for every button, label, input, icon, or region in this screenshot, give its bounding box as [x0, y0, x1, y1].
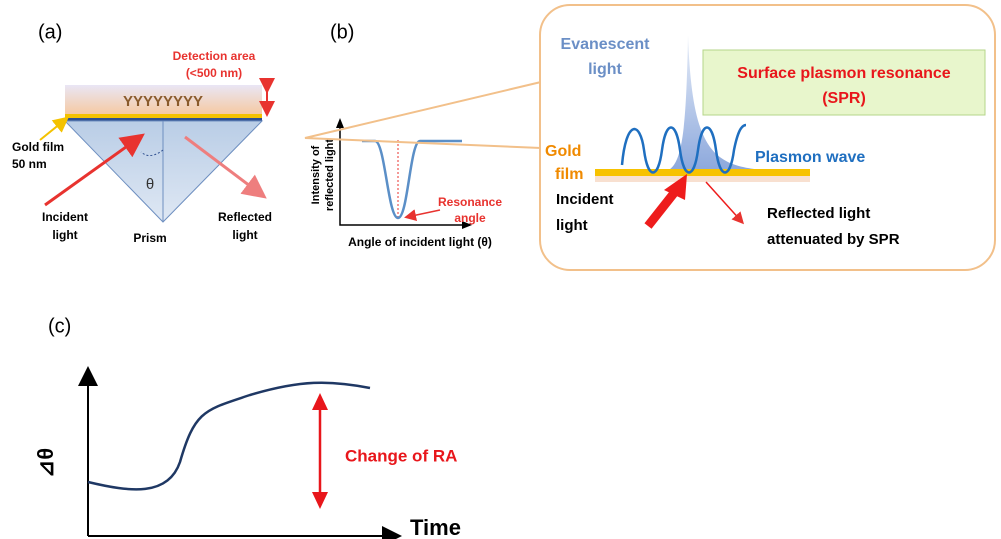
gold-film-label: Gold film	[12, 140, 64, 154]
y-axis-label: ⊿θ	[33, 448, 58, 478]
detection-area: (<500 nm)	[186, 66, 242, 80]
reflected-label: light	[232, 228, 257, 242]
panel-label: (c)	[48, 315, 71, 337]
reflected-label: Reflected	[218, 210, 272, 224]
panel-a: (a) YYYYYYYY Detection area (<500 nm) Go…	[12, 21, 272, 245]
axes	[340, 122, 470, 225]
x-axis-label: Time	[410, 515, 461, 539]
theta: θ	[146, 176, 154, 193]
y-axis-label: reflected light	[324, 139, 336, 211]
incident-label: light	[52, 228, 77, 242]
spr-label: Surface plasmon resonance	[737, 65, 951, 82]
incident-label: light	[556, 217, 588, 234]
incident-label: Incident	[556, 191, 614, 208]
change-label: Change of RA	[345, 446, 457, 465]
axis-arrow	[336, 118, 344, 128]
evanescent-label: Evanescent	[561, 36, 651, 53]
detection-area: Detection area	[173, 49, 256, 63]
callout: Evanescent light Surface plasmon resonan…	[305, 5, 995, 270]
figure: (a) YYYYYYYY Detection area (<500 nm) Go…	[0, 0, 1001, 539]
panel-b: (b) Intensity of reflected light Resonan…	[310, 21, 502, 249]
resonance-label: angle	[454, 211, 486, 225]
evanescent-label: light	[588, 61, 622, 78]
gold-layer	[65, 114, 262, 118]
callout-gap	[542, 83, 546, 146]
panel-label: (b)	[330, 21, 354, 43]
reflected-label: attenuated by SPR	[767, 231, 900, 248]
plasmon-label: Plasmon wave	[755, 149, 865, 166]
substrate	[595, 176, 810, 182]
x-axis-label: Angle of incident light (θ)	[348, 235, 492, 249]
pointer	[40, 119, 66, 140]
incident-label: Incident	[42, 210, 88, 224]
pointer	[407, 210, 440, 217]
gold-bar	[595, 169, 810, 176]
y-axis-label: Intensity of	[310, 145, 322, 204]
prism-label: Prism	[133, 231, 166, 245]
gold-film-label: 50 nm	[12, 157, 47, 171]
response-curve	[88, 383, 370, 490]
reflected-label: Reflected light	[767, 205, 870, 222]
spr-label: (SPR)	[822, 90, 866, 107]
gold-label: film	[555, 166, 583, 183]
gold-label: Gold	[545, 143, 581, 160]
antibodies: YYYYYYYY	[123, 93, 203, 110]
panel-c: (c) Time ⊿θ Change of RA	[33, 315, 461, 539]
resonance-label: Resonance	[438, 195, 502, 209]
panel-label: (a)	[38, 21, 62, 43]
